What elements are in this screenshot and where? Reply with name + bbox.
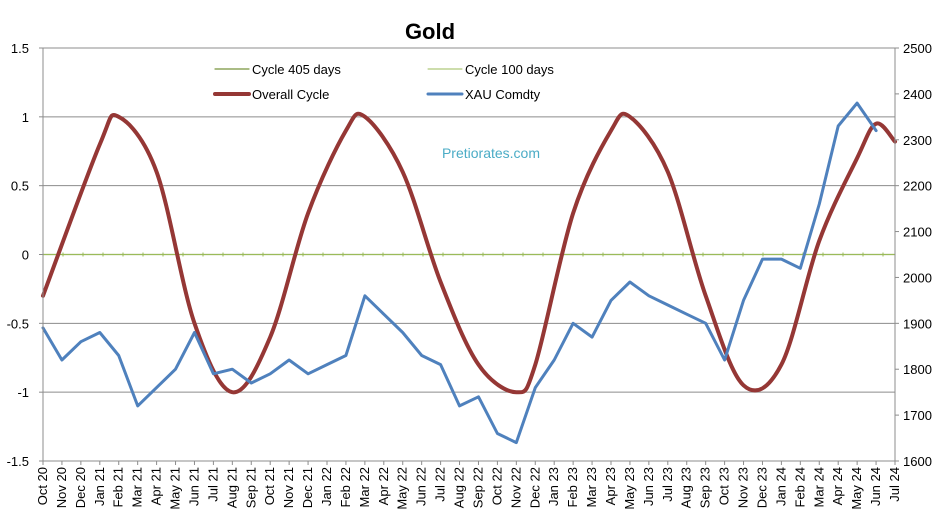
left-tick-label: -0.5	[7, 316, 29, 331]
x-tick-label: Mar 23	[584, 467, 599, 507]
x-tick-label: Jan 21	[92, 467, 107, 506]
x-tick-label: Jun 22	[414, 467, 429, 506]
series-line-2	[41, 111, 897, 395]
x-tick-label: Nov 23	[736, 467, 751, 508]
x-tick-label: Dec 21	[300, 467, 315, 508]
x-tick-label: Apr 23	[603, 467, 618, 505]
x-tick-label: Oct 23	[717, 467, 732, 505]
left-tick-label: 0.5	[11, 179, 29, 194]
x-tick-label: May 23	[622, 467, 637, 510]
series-line-3	[41, 101, 878, 445]
left-tick-label: 0	[22, 248, 29, 263]
right-tick-label: 2300	[903, 133, 932, 148]
right-tick-label: 2200	[903, 179, 932, 194]
x-tick-label: Jul 22	[433, 467, 448, 502]
x-axis-ticks: Oct 20 Nov 20 Dec 20 Jan 21 Feb 21 Mar 21 Apr …	[35, 461, 902, 510]
x-tick-label: Dec 22	[527, 467, 542, 508]
x-tick-label: Jul 21	[205, 467, 220, 502]
legend-label: XAU Comdty	[465, 87, 541, 102]
left-tick-label: -1.5	[7, 454, 29, 469]
x-tick-label: Mar 21	[130, 467, 145, 507]
x-tick-label: Nov 21	[281, 467, 296, 508]
right-tick-label: 2500	[903, 41, 932, 56]
x-tick-label: Sep 22	[470, 467, 485, 508]
x-tick-label: Feb 23	[565, 467, 580, 507]
x-tick-label: Mar 24	[811, 467, 826, 507]
legend-label: Cycle 405 days	[252, 62, 341, 77]
series-layer	[41, 101, 897, 445]
x-tick-label: Aug 22	[452, 467, 467, 508]
x-tick-label: Aug 21	[224, 467, 239, 508]
x-tick-label: Oct 22	[489, 467, 504, 505]
x-tick-label: Sep 23	[698, 467, 713, 508]
x-tick-label: Aug 23	[679, 467, 694, 508]
legend-label: Overall Cycle	[252, 87, 329, 102]
right-tick-label: 2400	[903, 87, 932, 102]
x-tick-label: Jan 23	[546, 467, 561, 506]
x-tick-label: May 24	[849, 467, 864, 510]
right-tick-label: 1800	[903, 362, 932, 377]
x-tick-label: Mar 22	[357, 467, 372, 507]
x-tick-label: Sep 21	[243, 467, 258, 508]
x-tick-label: Nov 22	[508, 467, 523, 508]
right-tick-label: 1600	[903, 454, 932, 469]
x-tick-label: Jun 21	[186, 467, 201, 506]
right-axis-ticks: 2500 2400 2300 2200 2100 2000 1900 1800 1700 1600	[895, 41, 932, 469]
chart-title: Gold	[405, 19, 455, 44]
x-tick-label: Jul 24	[887, 467, 902, 502]
right-tick-label: 1900	[903, 316, 932, 331]
x-tick-label: Feb 22	[338, 467, 353, 507]
x-tick-label: May 22	[395, 467, 410, 510]
x-tick-label: Apr 21	[149, 467, 164, 505]
x-tick-label: Oct 21	[262, 467, 277, 505]
x-tick-label: May 21	[168, 467, 183, 510]
x-tick-label: Apr 24	[830, 467, 845, 505]
legend-label: Cycle 100 days	[465, 62, 554, 77]
x-tick-label: Jul 23	[660, 467, 675, 502]
right-tick-label: 1700	[903, 408, 932, 423]
x-tick-label: Dec 23	[754, 467, 769, 508]
watermark-text: Pretiorates.com	[442, 145, 540, 161]
legend: Cycle 405 days Cycle 100 days Overall Cycl…	[213, 62, 554, 102]
left-tick-label: -1	[17, 385, 29, 400]
x-tick-label: Jun 23	[641, 467, 656, 506]
left-tick-label: 1	[22, 110, 29, 125]
right-tick-label: 2000	[903, 270, 932, 285]
left-axis-ticks: 1.5 1 0.5 0 -0.5 -1 -1.5	[7, 41, 43, 469]
x-tick-label: Jan 22	[319, 467, 334, 506]
x-tick-label: Dec 20	[73, 467, 88, 508]
x-tick-label: Jun 24	[868, 467, 883, 506]
x-tick-label: Jan 24	[773, 467, 788, 506]
x-tick-label: Oct 20	[35, 467, 50, 505]
x-tick-label: Feb 21	[111, 467, 126, 507]
left-tick-label: 1.5	[11, 41, 29, 56]
x-tick-label: Apr 22	[376, 467, 391, 505]
x-tick-label: Feb 24	[792, 467, 807, 507]
x-tick-label: Nov 20	[54, 467, 69, 508]
right-tick-label: 2100	[903, 225, 932, 240]
